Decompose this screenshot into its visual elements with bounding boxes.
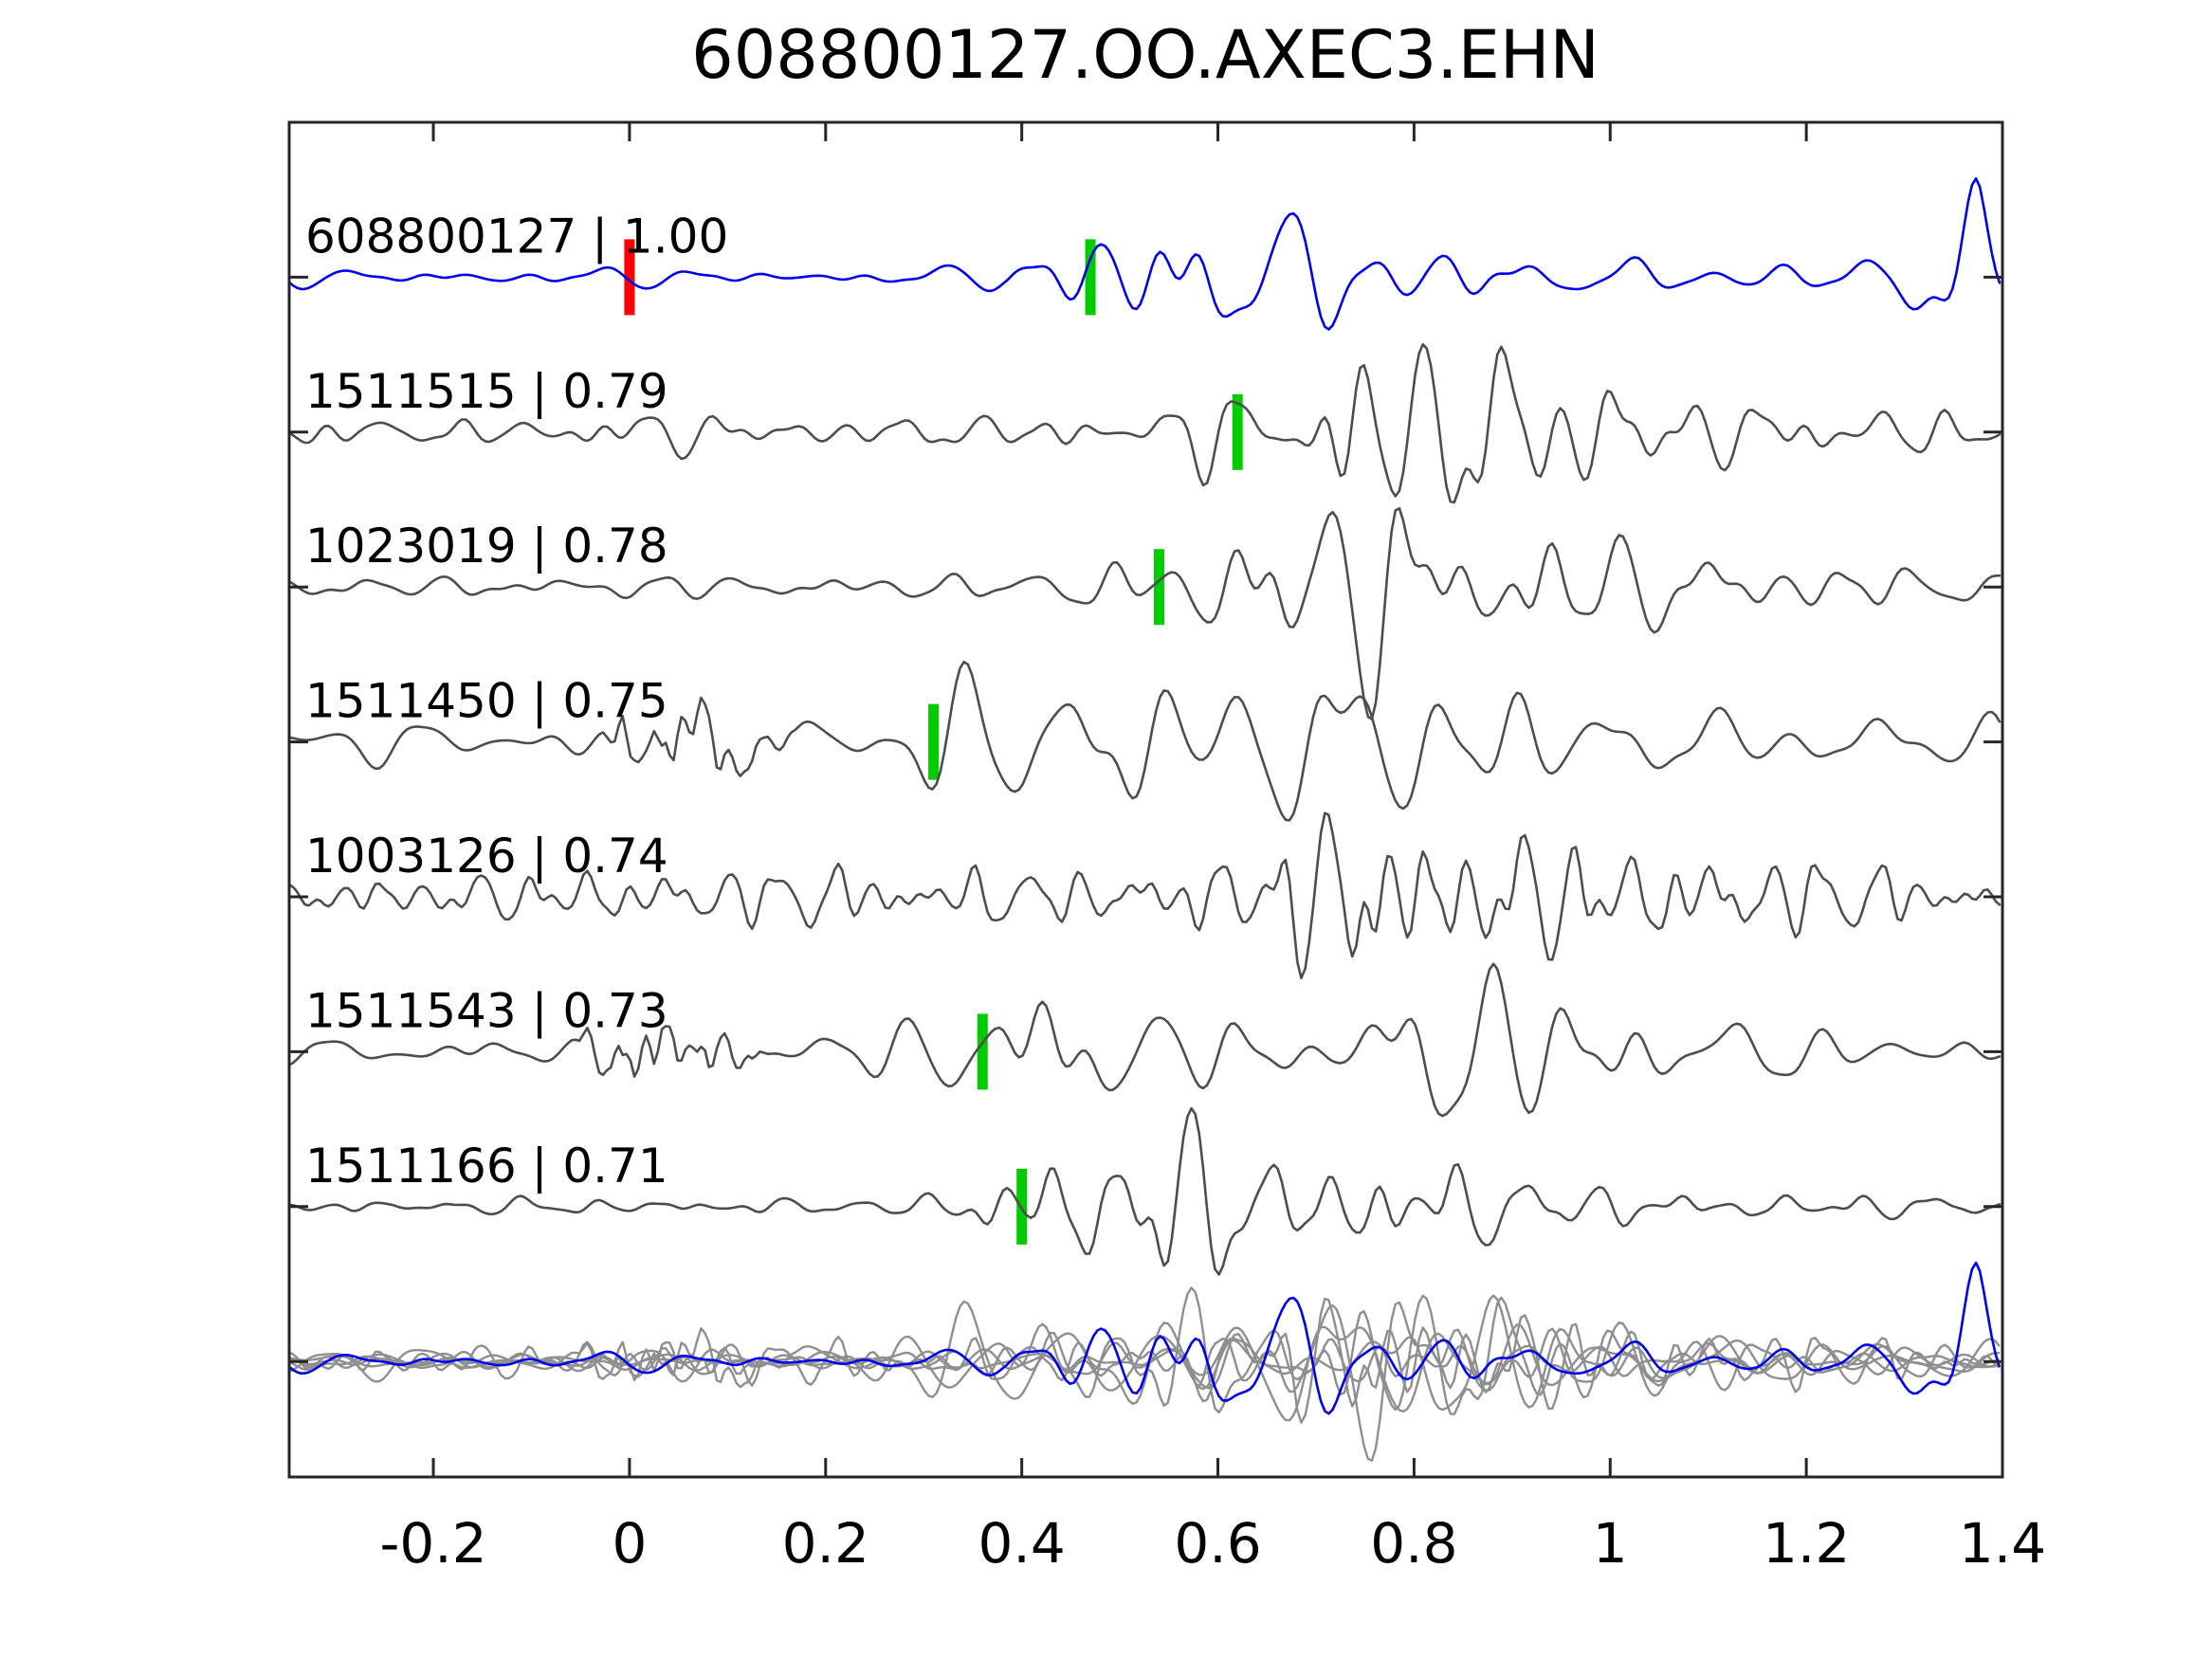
trace-label: 608800127 | 1.00	[305, 209, 728, 264]
trace-line-1511543	[289, 962, 2002, 1118]
overlay-trace-line-1511166	[289, 1286, 2001, 1414]
pick-marker	[1232, 393, 1243, 470]
x-tick-label: 1	[1593, 1511, 1628, 1576]
x-tick-label: 1.2	[1763, 1511, 1850, 1576]
plot-border	[287, 120, 2004, 1479]
x-tick-label: 0	[612, 1511, 647, 1576]
trace-line-1003126	[289, 811, 2002, 979]
trace-line-1023019	[289, 506, 2002, 720]
x-tick-label: 0.2	[782, 1511, 869, 1576]
trace-label: 1023019 | 0.78	[305, 519, 668, 574]
x-tick-label: 0.8	[1370, 1511, 1457, 1576]
trace-line-1511166	[289, 1106, 2002, 1276]
overlay-reference-line-608800127	[289, 1261, 2002, 1415]
trace-label: 1511515 | 0.79	[305, 364, 668, 419]
x-tick-label: -0.2	[379, 1511, 486, 1576]
trace-line-608800127	[289, 177, 2002, 331]
trace-label: 1511543 | 0.73	[305, 983, 668, 1038]
pick-marker	[977, 1013, 988, 1090]
trace-label: 1003126 | 0.74	[305, 829, 668, 884]
pick-marker	[1153, 549, 1164, 626]
overlay-trace-line-1511450	[289, 1300, 2001, 1422]
pick-marker	[928, 703, 940, 780]
pick-marker	[1085, 239, 1096, 316]
x-tick-label: 0.6	[1174, 1511, 1261, 1576]
trace-line-1511450	[289, 660, 2002, 822]
overlay-trace-line-1511515	[289, 1294, 2001, 1416]
x-tick-label: 0.4	[978, 1511, 1066, 1576]
trace-label: 1511166 | 0.71	[305, 1139, 668, 1194]
trace-line-1511515	[289, 342, 2002, 504]
overlay-trace-line-1511543	[289, 1294, 2001, 1412]
reference-marker	[624, 239, 635, 316]
figure-title: 608800127.OO.AXEC3.EHN	[691, 16, 1600, 94]
x-tick-label: 1.4	[1959, 1511, 2046, 1576]
trace-label: 1511450 | 0.75	[305, 674, 668, 729]
